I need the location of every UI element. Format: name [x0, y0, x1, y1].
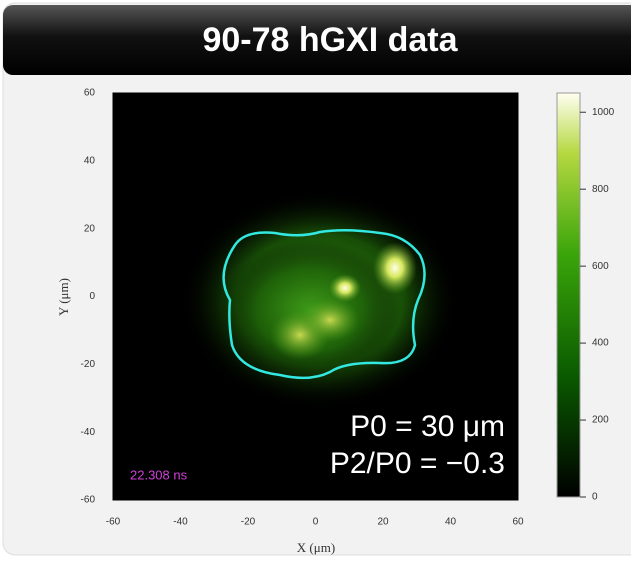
- annotation: P2/P0 = −0.3: [330, 447, 505, 480]
- title: 90-78 hGXI data: [202, 21, 458, 59]
- x-tick-label: 40: [445, 517, 457, 528]
- y-axis-label: Y (μm): [56, 278, 71, 316]
- time-label: 22.308 ns: [130, 467, 188, 482]
- colorbar: [557, 93, 580, 497]
- y-tick-label: -40: [81, 427, 96, 438]
- x-axis-label: X (μm): [297, 540, 335, 555]
- x-tick-label: 0: [313, 517, 319, 528]
- y-tick-label: 20: [84, 223, 96, 234]
- colorbar-tick-label: 400: [592, 338, 609, 349]
- y-tick-label: -60: [81, 495, 96, 506]
- x-tick-label: -40: [173, 517, 188, 528]
- x-tick-label: 60: [512, 517, 524, 528]
- x-tick-label: -20: [241, 517, 256, 528]
- y-tick-label: 40: [84, 155, 96, 166]
- x-tick-label: -60: [106, 517, 121, 528]
- colorbar-tick-label: 200: [592, 415, 609, 426]
- y-tick-label: 60: [84, 88, 96, 99]
- screen: 90-78 hGXI data P0 = 30 μm P2/P0 = −0.3 …: [0, 0, 631, 561]
- colorbar-tick-label: 0: [592, 492, 598, 503]
- y-tick-label: 0: [89, 291, 95, 302]
- x-tick-label: 20: [377, 517, 389, 528]
- annotation: P0 = 30 μm: [350, 410, 505, 443]
- y-tick-label: -20: [81, 359, 96, 370]
- colorbar-tick-label: 1000: [592, 107, 615, 118]
- colorbar-tick-label: 800: [592, 184, 609, 195]
- colorbar-tick-label: 600: [592, 261, 609, 272]
